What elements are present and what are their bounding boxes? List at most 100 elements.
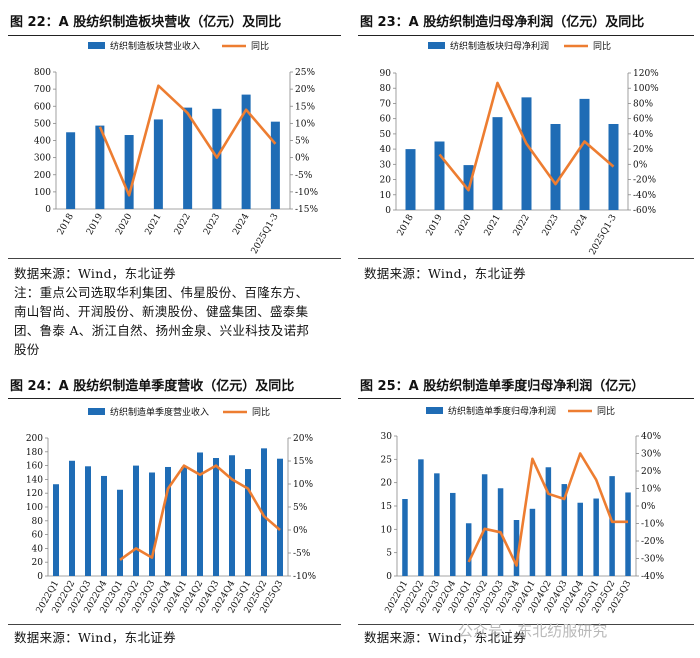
chart-22-legend-bar-swatch: [88, 42, 105, 49]
chart-23-x-tick-label: 2024: [570, 213, 590, 238]
chart-22-left-tick-label: 0: [45, 205, 51, 215]
chart-24-right-tick-label: -10%: [293, 572, 316, 582]
chart-25-bar: [561, 484, 568, 576]
chart-25-bar: [434, 473, 440, 576]
chart-24-left-tick-label: 0: [37, 572, 43, 582]
chart-25-bar: [450, 492, 456, 576]
chart-22-yoy-line: [98, 84, 277, 197]
chart-22-bar: [183, 107, 193, 209]
chart-23-source: 数据来源：Wind，东北证券: [364, 266, 526, 281]
chart-24-bar: [181, 466, 187, 576]
chart-25-left-tick-label: 20: [381, 479, 393, 489]
chart-23-right-tick-label: 60%: [633, 115, 653, 125]
chart-25-title: 图 25：A 股纺织制造单季度归母净利润（亿元）: [360, 379, 645, 394]
chart-24-right-tick-label: 5%: [293, 503, 308, 513]
chart-25-bar: [545, 467, 552, 576]
chart-23-x-tick-label: 2022: [512, 213, 532, 238]
chart-22-left-tick-label: 300: [34, 154, 51, 164]
chart-25-bar: [481, 474, 488, 576]
chart-22-right-tick-label: 5%: [295, 137, 310, 147]
chart-24-left-tick-label: 200: [26, 434, 43, 444]
chart-25-bar: [577, 502, 583, 576]
chart-25-left-tick-label: 30: [381, 432, 393, 442]
chart-23-left-tick-label: 40: [380, 145, 392, 155]
chart-23-title: 图 23：A 股纺织制造归母净利润（亿元）及同比: [360, 15, 645, 30]
chart-22-right-tick-label: -10%: [295, 188, 318, 198]
chart-23-right-tick-label: 20%: [633, 145, 653, 155]
chart-23-left-tick-label: 60: [380, 115, 392, 125]
chart-25-top-rule: [358, 398, 694, 399]
chart-25-left-tick-label: 10: [381, 525, 393, 535]
chart-23-x-tick-label: 2018: [396, 213, 416, 238]
chart-23-bar: [492, 117, 503, 210]
chart-25-right-tick-label: 20%: [641, 467, 661, 477]
chart-22-x-tick-label: 2021: [144, 212, 164, 237]
chart-25-bar: [593, 498, 599, 576]
chart-23-bar: [608, 123, 619, 210]
chart-22-bottom-rule: [8, 258, 341, 259]
chart-24-left-tick-label: 80: [32, 517, 44, 527]
chart-23-legend-bar-swatch: [428, 42, 445, 49]
chart-22-x-tick-label: 2024: [231, 212, 251, 237]
chart-24-bottom-rule: [8, 624, 341, 625]
chart-24-legend-line-label: 同比: [252, 406, 270, 418]
chart-25-right-tick-label: -20%: [641, 537, 664, 547]
chart-22-left-tick-label: 800: [34, 68, 51, 78]
chart-22-bar: [270, 121, 280, 209]
chart-24-bar: [85, 466, 91, 576]
chart-25-bar: [465, 523, 472, 576]
chart-25-bar: [418, 459, 424, 576]
chart-23-right-tick-label: 80%: [633, 99, 653, 109]
chart-22-note-line: 注：重点公司选取华利集团、伟星股份、百隆东方、: [14, 285, 309, 300]
chart-24-bar: [277, 458, 283, 576]
chart-24-right-tick-label: 10%: [293, 480, 313, 490]
chart-23-bottom-rule: [358, 258, 694, 259]
chart-22-x-tick-label: 2023: [202, 212, 222, 237]
chart-24-bar: [53, 484, 59, 576]
chart-25-bar: [609, 476, 615, 576]
chart-23-top-rule: [358, 35, 694, 36]
chart-23-right-tick-label: -60%: [633, 206, 656, 216]
chart-22-bar: [153, 119, 163, 209]
chart-22-bar: [212, 108, 222, 209]
chart-25-right-tick-label: -10%: [641, 520, 664, 530]
chart-22-bar: [66, 132, 76, 209]
chart-24-bar: [213, 458, 219, 576]
chart-24-bar: [245, 469, 251, 576]
chart-23-right-tick-label: 40%: [633, 130, 653, 140]
chart-23-plot: 纺织制造板块归母净利润 同比 0 10 20 30 40 50 60 70 80 90 -60% -40%…: [380, 40, 660, 256]
chart-24-left-tick-label: 180: [26, 448, 43, 458]
chart-24-bar: [101, 475, 107, 576]
chart-23-right-tick-label: -40%: [633, 191, 656, 201]
chart-23-left-tick-label: 50: [380, 130, 392, 140]
chart-24-source: 数据来源：Wind，东北证券: [14, 630, 176, 645]
chart-25-plot: 纺织制造单季度归母净利润 同比 0 5 10 15 20 25 30 -40% -30% -20% -1…: [381, 405, 665, 615]
chart-24-bar: [229, 455, 235, 576]
chart-22-bar: [95, 125, 105, 209]
chart-24-left-tick-label: 140: [26, 475, 43, 485]
chart-22-x-tick-label: 2022: [173, 212, 193, 237]
chart-24-plot: 纺织制造单季度营业收入 同比 0 20 40 60 80 100 120 140 160 180 200…: [26, 406, 317, 615]
chart-22-left-tick-label: 700: [34, 85, 51, 95]
chart-25-left-tick-label: 5: [386, 549, 392, 559]
chart-25-right-tick-label: -40%: [641, 572, 664, 582]
watermark: 公众号 · 东北纺服研究: [458, 622, 608, 640]
chart-25-right-tick-label: 40%: [641, 432, 661, 442]
chart-23-left-tick-label: 70: [380, 99, 392, 109]
chart-23-x-tick-label: 2021: [483, 213, 503, 238]
chart-23-left-tick-label: 20: [380, 176, 392, 186]
chart-24-title: 图 24：A 股纺织制造单季度营收（亿元）及同比: [10, 379, 295, 394]
chart-25-bar: [529, 508, 536, 576]
chart-25-left-tick-label: 25: [381, 455, 393, 465]
chart-23-right-tick-label: 100%: [633, 84, 659, 94]
chart-23-left-tick-label: 90: [380, 69, 392, 79]
chart-23-x-tick-label: 2020: [454, 213, 474, 238]
chart-24-right-tick-label: 15%: [293, 457, 313, 467]
chart-22-x-tick-label: 2020: [114, 212, 134, 237]
chart-24-left-tick-label: 60: [32, 531, 44, 541]
chart-24-left-tick-label: 120: [26, 489, 43, 499]
chart-25-right-tick-label: 0%: [641, 502, 656, 512]
chart-24-yoy-line: [119, 464, 281, 561]
chart-23-legend-line-label: 同比: [593, 40, 611, 52]
chart-25-bar: [402, 499, 408, 576]
